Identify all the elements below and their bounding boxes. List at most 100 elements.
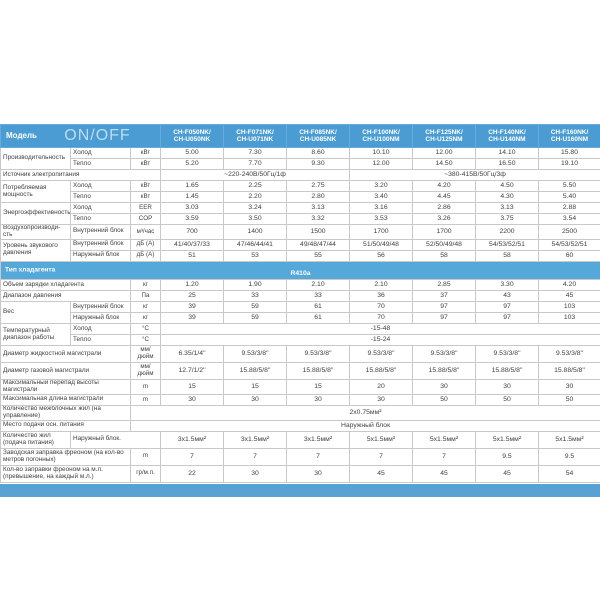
value-cell: 30 [412,379,476,395]
row-sublabel-cell: Холод [70,180,131,192]
value-cell: 30 [160,393,224,406]
merged-value-cell: -15-48 [160,323,600,336]
row-sublabel-cell: Наружный блок. [70,430,161,449]
value-cell: 55 [286,249,350,262]
table-row: Максимальный перепад высоты магистрали m 1… [0,379,600,395]
value-cell: 7 [286,447,350,466]
merged-value-cell: ~380-415В/50Гц/3ф [349,169,600,181]
value-cell: 19.10 [538,158,600,170]
value-cell: 9.30 [286,158,350,170]
unit-cell: m [130,447,161,466]
value-cell: 47/46/44/41 [223,238,287,251]
unit-cell: EER [130,202,161,214]
value-cell: 15.88/5/8" [286,362,350,381]
value-cell: 25 [160,290,224,303]
value-cell: 41/40/37/33 [160,238,224,251]
unit-cell: кВт [130,191,161,203]
unit-cell: м³/час [130,224,161,240]
value-cell: 15.88/5/8" [412,362,476,381]
value-cell: 5.40 [538,191,600,203]
value-cell: 2.25 [223,180,287,192]
value-cell: 1.65 [160,180,224,192]
spec-sheet-page: Модель ON/OFF CH-F050NK/ CH-U050NK CH-F071N… [0,124,600,497]
value-cell: 6.35/1/4" [160,345,224,364]
row-label-cell: Максимальная длина магистрали [0,393,131,406]
bottom-accent-bar [0,483,600,497]
unit-cell: COP [130,213,161,225]
unit-cell: дБ (А) [130,249,161,262]
value-cell: 7.30 [223,147,287,159]
value-cell: 1.45 [160,191,224,203]
row-label-cell: Уровень звукового давления [0,238,71,262]
value-cell: 54 [538,464,600,483]
table-row: Источник электропитания ~220-240В/50Гц/1ф… [0,169,600,181]
unit-cell: m [130,393,161,406]
row-label-cell: Производительность [0,147,71,170]
value-cell: 4.30 [475,191,539,203]
value-cell: 16.50 [475,158,539,170]
row-label-cell: Источник электропитания [0,169,161,181]
onoff-mode-label: ON/OFF [64,127,131,145]
value-cell: 15 [286,379,350,395]
row-sublabel-cell: Холод [70,147,131,159]
row-label-cell: Количество межблочных жил (на управление… [0,404,131,421]
value-cell: 58 [475,249,539,262]
value-cell: 54/53/52/51 [475,238,539,251]
value-cell: 97 [412,301,476,314]
value-cell: 3х1.5мм² [160,430,224,449]
row-sublabel-cell: Холод [70,202,131,214]
table-row: Уровень звукового давления Внутренний бло… [0,238,600,262]
section-value: R410a [290,269,311,277]
value-cell: 22 [160,464,224,483]
value-cell: 50 [538,393,600,406]
table-row: Диаметр жидкостной магистрали мм/ дюйм 6.3… [0,345,600,364]
value-cell: 2500 [538,224,600,240]
merged-value-cell: ~220-240В/50Гц/1ф [160,169,350,181]
row-label-cell: Диаметр жидкостной магистрали [0,345,131,364]
value-cell: 30 [286,464,350,483]
row-sublabel-cell: Тепло [70,158,131,170]
model-column-header: CH-F071NK/ CH-U071NK [223,124,287,148]
model-label: Модель [6,130,37,140]
model-header-flex: Модель ON/OFF [3,127,158,144]
value-cell: 1500 [286,224,350,240]
value-cell: 45 [412,464,476,483]
model-column-header: CH-F160NK/ CH-U160NM [538,124,600,148]
row-label-cell: Кол-во заправки фреоном на м.л. (превыше… [0,464,131,483]
table-row: Тепло кВт 1.45 2.20 2.80 3.40 4.45 4.30 5.40 [1,191,600,203]
unit-cell: Па [130,290,161,303]
value-cell: 97 [475,301,539,314]
value-cell: 1.20 [160,279,224,292]
table-row: Энергоэффективность Холод EER 3.03 3.24 3.13 3… [0,202,600,225]
value-cell: 70 [349,301,413,314]
row-label-cell: Место подачи осн. питания [0,419,131,432]
value-cell: 50 [475,393,539,406]
table-row: Наружный блок кг 39 59 61 70 97 97 103 [1,312,600,325]
unit-cell: °C [130,334,161,347]
value-cell: 9.53/3/8" [223,345,287,364]
spec-table-body: Производительность Холод кВт 5.00 7.30 8.60 10… [0,147,600,483]
value-cell: 54/53/52/51 [538,238,600,251]
value-cell: 33 [223,290,287,303]
value-cell: 3х1.5мм² [286,430,350,449]
unit-cell: m [130,379,161,395]
row-label-cell: Заводская заправка фреоном (на кол-во ме… [0,447,131,466]
value-cell: 12.00 [349,158,413,170]
unit-cell: гр/м.п. [130,464,161,483]
unit-cell: кВт [130,158,161,170]
value-cell: 3.59 [160,213,224,225]
unit-cell: кг [130,279,161,292]
value-cell: 12.00 [412,147,476,159]
table-row: Количество межблочных жил (на управление… [0,404,600,421]
unit-cell: °C [130,323,161,336]
model-column-header: CH-F050NK/ CH-U050NK [160,124,224,148]
value-cell: 7.70 [223,158,287,170]
value-cell: 15.88/5/8" [538,362,600,381]
value-cell: 2.10 [349,279,413,292]
value-cell: 97 [412,312,476,325]
row-sublabel-cell: Тепло [70,213,131,225]
merged-value-cell: 2х0.75мм² [130,404,600,421]
table-row: Тип хладагента R410a [0,260,600,281]
table-row: Воздухопроизводи-сть Внутренний блок м³/ча… [0,224,600,240]
row-sublabel-cell: Внутренний блок [70,301,131,314]
